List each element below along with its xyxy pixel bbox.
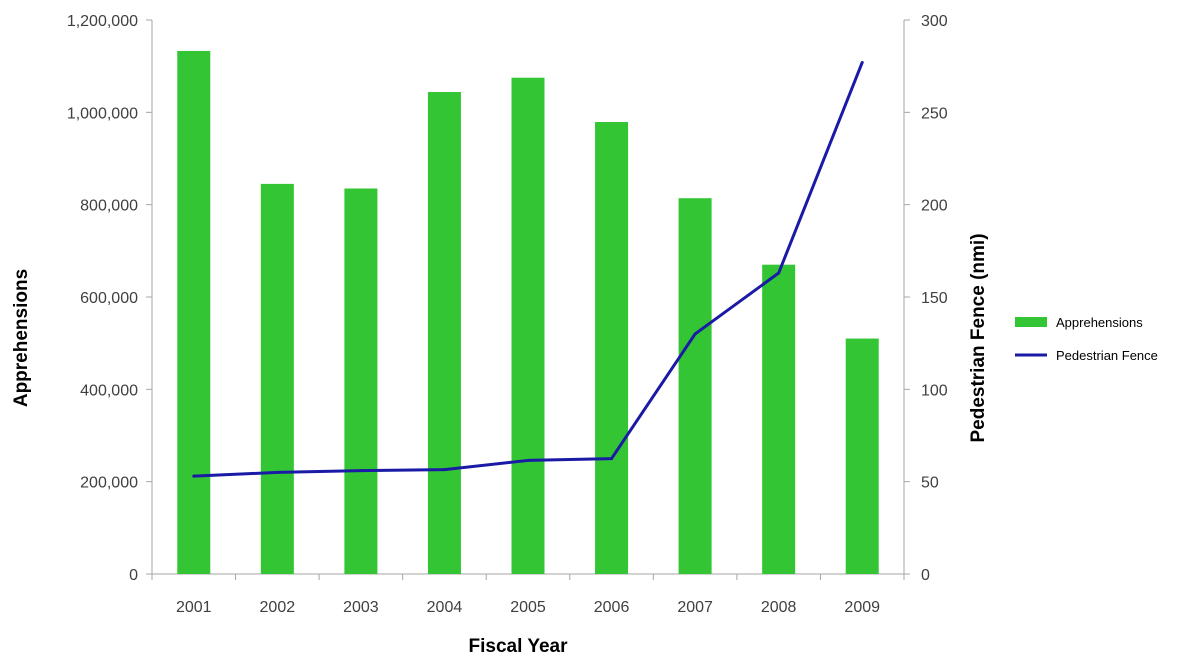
- y2-tick-label: 250: [921, 105, 948, 122]
- y-tick-label: 1,200,000: [67, 13, 138, 30]
- y-tick-label: 800,000: [80, 198, 138, 215]
- y-tick-label: 200,000: [80, 475, 138, 492]
- y-tick-label: 400,000: [80, 382, 138, 399]
- y2-tick-label: 200: [921, 198, 948, 215]
- y2-tick-label: 0: [921, 567, 930, 584]
- bar-series-apprehensions: [177, 50, 879, 575]
- x-tick-label: 2008: [761, 599, 797, 616]
- line-point: [275, 470, 279, 474]
- line-point: [860, 60, 864, 64]
- y2-tick-label: 150: [921, 290, 948, 307]
- bar: [260, 183, 294, 574]
- y-tick-label: 1,000,000: [67, 105, 138, 122]
- line-point: [610, 457, 614, 461]
- legend-label-apprehensions: Apprehensions: [1056, 315, 1143, 330]
- x-tick-label: 2001: [176, 599, 212, 616]
- y2-tick-label: 50: [921, 475, 939, 492]
- bar: [344, 188, 378, 574]
- bar: [845, 338, 879, 574]
- y-axis-title: Apprehensions: [11, 269, 32, 407]
- line-point: [526, 458, 530, 462]
- bar: [762, 264, 796, 574]
- x-tick-label: 2009: [844, 599, 880, 616]
- y2-tick-label: 300: [921, 13, 948, 30]
- y2-axis-title: Pedestrian Fence (nmi): [968, 233, 989, 442]
- x-axis-title: Fiscal Year: [469, 636, 569, 657]
- line-point: [359, 469, 363, 473]
- legend-swatch-apprehensions: [1015, 317, 1047, 327]
- y-tick-label: 0: [129, 567, 138, 584]
- legend-label-pedestrian-fence: Pedestrian Fence: [1056, 348, 1158, 363]
- x-tick-label: 2003: [343, 599, 379, 616]
- x-tick-label: 2006: [594, 599, 630, 616]
- x-tick-label: 2002: [260, 599, 296, 616]
- line-point: [777, 271, 781, 275]
- bar: [678, 198, 712, 574]
- line-point: [693, 332, 697, 336]
- line-point: [442, 468, 446, 472]
- y2-tick-label: 100: [921, 382, 948, 399]
- line-series-pedestrian-fence: [192, 60, 864, 478]
- legend: Apprehensions Pedestrian Fence: [1015, 315, 1158, 363]
- bar: [595, 122, 629, 575]
- tick-labels: 0 200,000 400,000 600,000 800,000 1,000,000 1,…: [67, 13, 948, 616]
- line-point: [192, 474, 196, 478]
- x-tick-label: 2004: [427, 599, 463, 616]
- bar: [177, 50, 211, 575]
- y-tick-label: 600,000: [80, 290, 138, 307]
- bar: [511, 77, 545, 574]
- x-tick-label: 2005: [510, 599, 546, 616]
- x-tick-label: 2007: [677, 599, 713, 616]
- bar: [427, 92, 461, 575]
